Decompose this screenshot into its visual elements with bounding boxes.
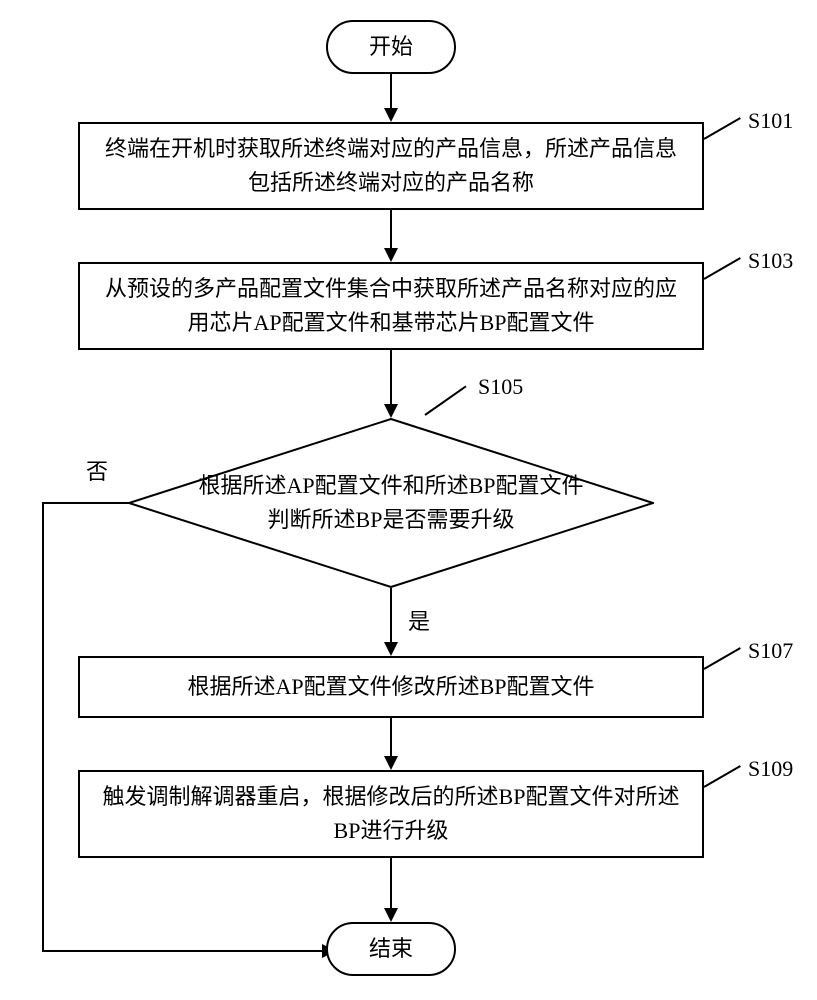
decision-s105: 根据所述AP配置文件和所述BP配置文件判断所述BP是否需要升级: [128, 418, 654, 588]
arrowhead-s103-s105: [384, 404, 398, 418]
no-line-h1: [42, 502, 130, 504]
arrow-s103-s105: [390, 350, 392, 406]
process-s107-text: 根据所述AP配置文件修改所述BP配置文件: [187, 670, 594, 704]
start-node: 开始: [326, 20, 456, 74]
arrowhead-s109-end: [384, 908, 398, 922]
process-s103: 从预设的多产品配置文件集合中获取所述产品名称对应的应用芯片AP配置文件和基带芯片…: [78, 262, 704, 350]
step-label-s103: S103: [748, 248, 793, 274]
step-label-s101: S101: [748, 108, 793, 134]
arrow-s101-s103: [390, 210, 392, 250]
process-s107: 根据所述AP配置文件修改所述BP配置文件: [78, 656, 704, 718]
arrow-s109-end: [390, 858, 392, 910]
step-label-s105: S105: [478, 374, 523, 400]
arrow-s107-s109: [390, 718, 392, 758]
leader-s101: [704, 117, 741, 140]
arrowhead-start-s101: [384, 108, 398, 122]
arrow-s105-s107: [390, 588, 392, 644]
process-s101-text: 终端在开机时获取所述终端对应的产品信息，所述产品信息包括所述终端对应的产品名称: [96, 132, 686, 200]
step-label-s107: S107: [748, 638, 793, 664]
start-label: 开始: [369, 30, 413, 64]
process-s101: 终端在开机时获取所述终端对应的产品信息，所述产品信息包括所述终端对应的产品名称: [78, 122, 704, 210]
no-line-v: [42, 502, 44, 952]
leader-s103: [704, 257, 741, 280]
leader-s105: [424, 386, 466, 416]
arrowhead-s101-s103: [384, 248, 398, 262]
no-line-h2: [42, 950, 324, 952]
process-s103-text: 从预设的多产品配置文件集合中获取所述产品名称对应的应用芯片AP配置文件和基带芯片…: [96, 272, 686, 340]
label-yes: 是: [408, 604, 430, 636]
decision-s105-text: 根据所述AP配置文件和所述BP配置文件判断所述BP是否需要升级: [198, 473, 583, 532]
end-node: 结束: [326, 922, 456, 976]
end-label: 结束: [369, 932, 413, 966]
label-no: 否: [86, 454, 108, 486]
arrow-start-s101: [390, 74, 392, 110]
arrowhead-s107-s109: [384, 756, 398, 770]
process-s109: 触发调制解调器重启，根据修改后的所述BP配置文件对所述BP进行升级: [78, 770, 704, 858]
process-s109-text: 触发调制解调器重启，根据修改后的所述BP配置文件对所述BP进行升级: [96, 780, 686, 848]
leader-s109: [704, 765, 741, 788]
leader-s107: [704, 647, 741, 670]
step-label-s109: S109: [748, 756, 793, 782]
arrowhead-s105-s107: [384, 642, 398, 656]
